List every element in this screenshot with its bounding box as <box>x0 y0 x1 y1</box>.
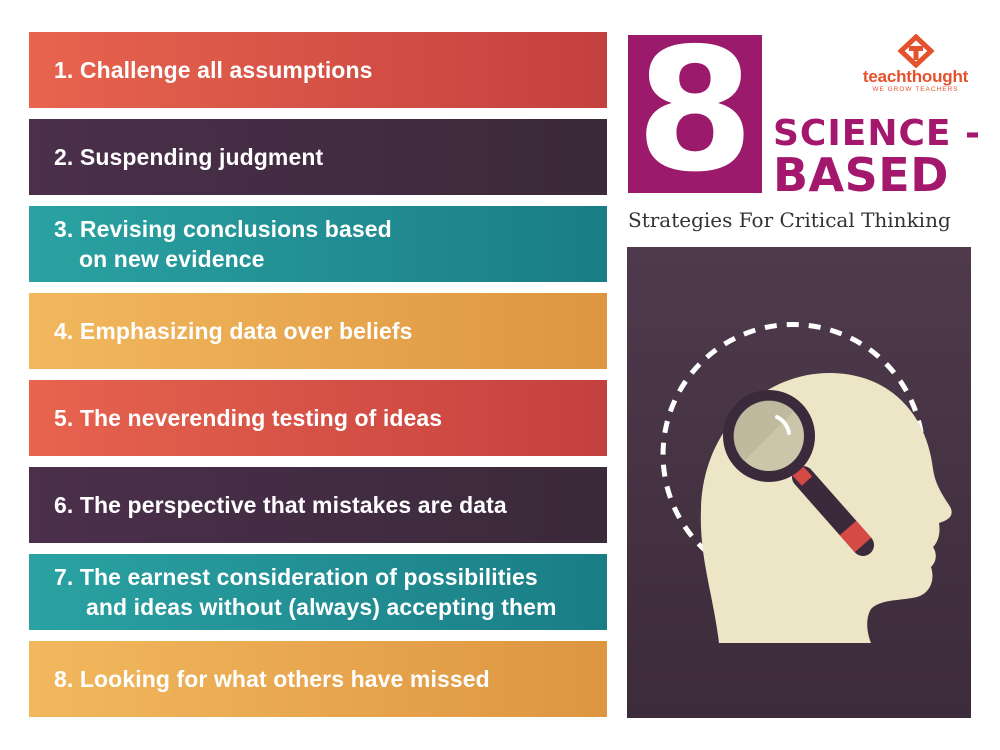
strategy-3-text-line1: 3. Revising conclusions based <box>54 216 392 242</box>
brand-name: teachthought <box>862 67 969 86</box>
strategy-7-text-line1: 7. The earnest consideration of possibil… <box>54 564 538 590</box>
strategy-1: 1. Challenge all assumptions <box>29 32 607 108</box>
teachthought-logo-icon <box>896 34 935 68</box>
brand-tagline: WE GROW TEACHERS <box>872 86 959 93</box>
strategy-4: 4. Emphasizing data over beliefs <box>29 293 607 369</box>
illustration-panel <box>627 247 971 718</box>
strategy-8: 8. Looking for what others have missed <box>29 641 607 717</box>
strategy-6: 6. The perspective that mistakes are dat… <box>29 467 607 543</box>
strategy-1-text: 1. Challenge all assumptions <box>54 57 373 83</box>
number-box: 8 <box>628 26 762 196</box>
strategy-6-text: 6. The perspective that mistakes are dat… <box>54 492 507 518</box>
heading-line-2: BASED <box>773 148 949 202</box>
strategy-5: 5. The neverending testing of ideas <box>29 380 607 456</box>
strategy-2-text: 2. Suspending judgment <box>54 144 324 170</box>
strategy-5-text: 5. The neverending testing of ideas <box>54 405 443 431</box>
heading-line-1: SCIENCE - <box>773 113 981 154</box>
big-number: 8 <box>635 12 755 210</box>
head-with-magnifying-glass-icon <box>660 322 952 643</box>
brand-logo: teachthought WE GROW TEACHERS <box>858 34 973 94</box>
strategy-3: 3. Revising conclusions based on new evi… <box>29 206 607 282</box>
strategy-8-text: 8. Looking for what others have missed <box>54 666 490 692</box>
subtitle: Strategies For Critical Thinking <box>628 208 951 232</box>
strategy-4-text: 4. Emphasizing data over beliefs <box>54 318 413 344</box>
strategy-3-text-line2: on new evidence <box>79 246 265 272</box>
strategy-7-text-line2: and ideas without (always) accepting the… <box>86 594 557 620</box>
strategy-7: 7. The earnest consideration of possibil… <box>29 554 607 630</box>
strategy-2: 2. Suspending judgment <box>29 119 607 195</box>
